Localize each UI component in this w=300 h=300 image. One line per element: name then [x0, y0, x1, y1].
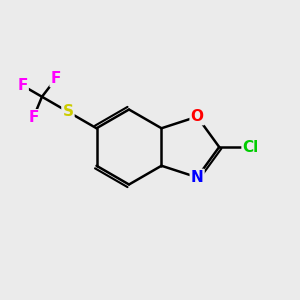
Text: F: F [17, 78, 28, 93]
Text: O: O [190, 109, 204, 124]
Text: N: N [191, 170, 203, 185]
Text: F: F [51, 71, 61, 86]
Text: Cl: Cl [243, 140, 259, 154]
Text: S: S [62, 104, 74, 119]
Text: F: F [28, 110, 38, 125]
